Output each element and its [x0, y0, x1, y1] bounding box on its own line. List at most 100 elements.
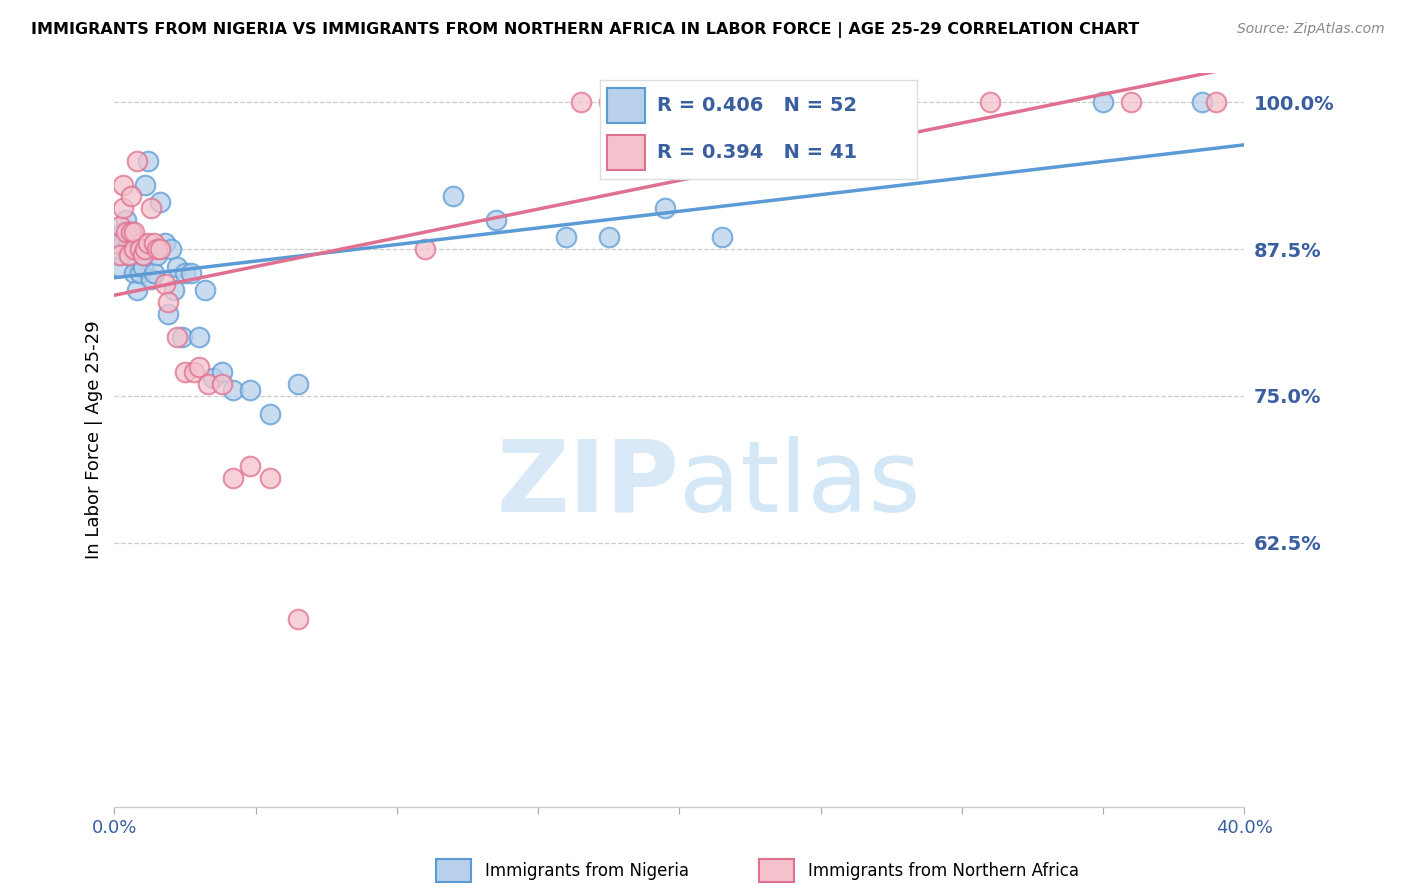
- Point: [105, 248, 128, 262]
- Point: [120, 189, 142, 203]
- Point: [139, 271, 162, 285]
- Point: [979, 95, 1001, 110]
- Point: [111, 225, 134, 239]
- Text: Source: ZipAtlas.com: Source: ZipAtlas.com: [1237, 22, 1385, 37]
- Point: [160, 242, 183, 256]
- Point: [157, 295, 180, 310]
- Point: [202, 371, 225, 385]
- Point: [654, 201, 676, 215]
- Point: [710, 230, 733, 244]
- Point: [1191, 95, 1213, 110]
- Point: [183, 366, 205, 380]
- Point: [211, 377, 233, 392]
- Point: [122, 242, 145, 256]
- Point: [117, 242, 139, 256]
- Bar: [759, 859, 794, 882]
- Point: [180, 266, 202, 280]
- Point: [155, 277, 177, 292]
- Bar: [436, 859, 471, 882]
- Point: [128, 266, 150, 280]
- Point: [120, 225, 142, 239]
- Point: [108, 248, 131, 262]
- Point: [211, 366, 233, 380]
- Point: [143, 266, 166, 280]
- Point: [149, 242, 172, 256]
- Point: [108, 260, 131, 274]
- Point: [174, 266, 197, 280]
- Point: [188, 330, 211, 344]
- Point: [122, 225, 145, 239]
- Point: [239, 383, 262, 397]
- Point: [128, 236, 150, 251]
- Point: [441, 189, 464, 203]
- Point: [259, 471, 281, 485]
- Point: [710, 95, 733, 110]
- Point: [188, 359, 211, 374]
- Point: [598, 95, 620, 110]
- Point: [143, 236, 166, 251]
- Point: [222, 383, 245, 397]
- Point: [131, 248, 153, 262]
- Point: [111, 178, 134, 192]
- Point: [782, 95, 804, 110]
- Point: [239, 459, 262, 474]
- Text: Immigrants from Northern Africa: Immigrants from Northern Africa: [808, 862, 1080, 880]
- Point: [122, 236, 145, 251]
- Point: [259, 407, 281, 421]
- Point: [125, 242, 148, 256]
- Point: [136, 154, 159, 169]
- Point: [654, 95, 676, 110]
- Text: Immigrants from Nigeria: Immigrants from Nigeria: [485, 862, 689, 880]
- Point: [569, 95, 592, 110]
- Point: [1121, 95, 1143, 110]
- Point: [134, 178, 156, 192]
- Point: [146, 248, 169, 262]
- Point: [114, 242, 136, 256]
- Point: [114, 212, 136, 227]
- Point: [117, 236, 139, 251]
- Point: [117, 248, 139, 262]
- Point: [1092, 95, 1115, 110]
- Point: [136, 236, 159, 251]
- Point: [108, 236, 131, 251]
- Point: [485, 212, 508, 227]
- Point: [146, 242, 169, 256]
- Point: [555, 230, 578, 244]
- Point: [108, 219, 131, 233]
- Point: [120, 225, 142, 239]
- Point: [1205, 95, 1227, 110]
- Point: [134, 242, 156, 256]
- Point: [157, 307, 180, 321]
- Point: [125, 154, 148, 169]
- Point: [117, 248, 139, 262]
- Point: [125, 283, 148, 297]
- Point: [111, 236, 134, 251]
- Point: [598, 230, 620, 244]
- Point: [155, 236, 177, 251]
- Text: IMMIGRANTS FROM NIGERIA VS IMMIGRANTS FROM NORTHERN AFRICA IN LABOR FORCE | AGE : IMMIGRANTS FROM NIGERIA VS IMMIGRANTS FR…: [31, 22, 1139, 38]
- Point: [222, 471, 245, 485]
- Point: [166, 330, 188, 344]
- Point: [149, 195, 172, 210]
- Point: [287, 612, 309, 626]
- Text: atlas: atlas: [679, 435, 921, 533]
- Point: [105, 242, 128, 256]
- Point: [166, 260, 188, 274]
- Point: [128, 242, 150, 256]
- Point: [413, 242, 436, 256]
- Point: [172, 330, 194, 344]
- Point: [139, 201, 162, 215]
- Point: [163, 283, 186, 297]
- Point: [105, 236, 128, 251]
- Y-axis label: In Labor Force | Age 25-29: In Labor Force | Age 25-29: [86, 321, 103, 559]
- Point: [120, 242, 142, 256]
- Point: [287, 377, 309, 392]
- Point: [197, 377, 219, 392]
- Point: [194, 283, 217, 297]
- Point: [131, 248, 153, 262]
- Text: ZIP: ZIP: [496, 435, 679, 533]
- Point: [114, 225, 136, 239]
- Point: [111, 201, 134, 215]
- Point: [131, 260, 153, 274]
- Point: [122, 242, 145, 256]
